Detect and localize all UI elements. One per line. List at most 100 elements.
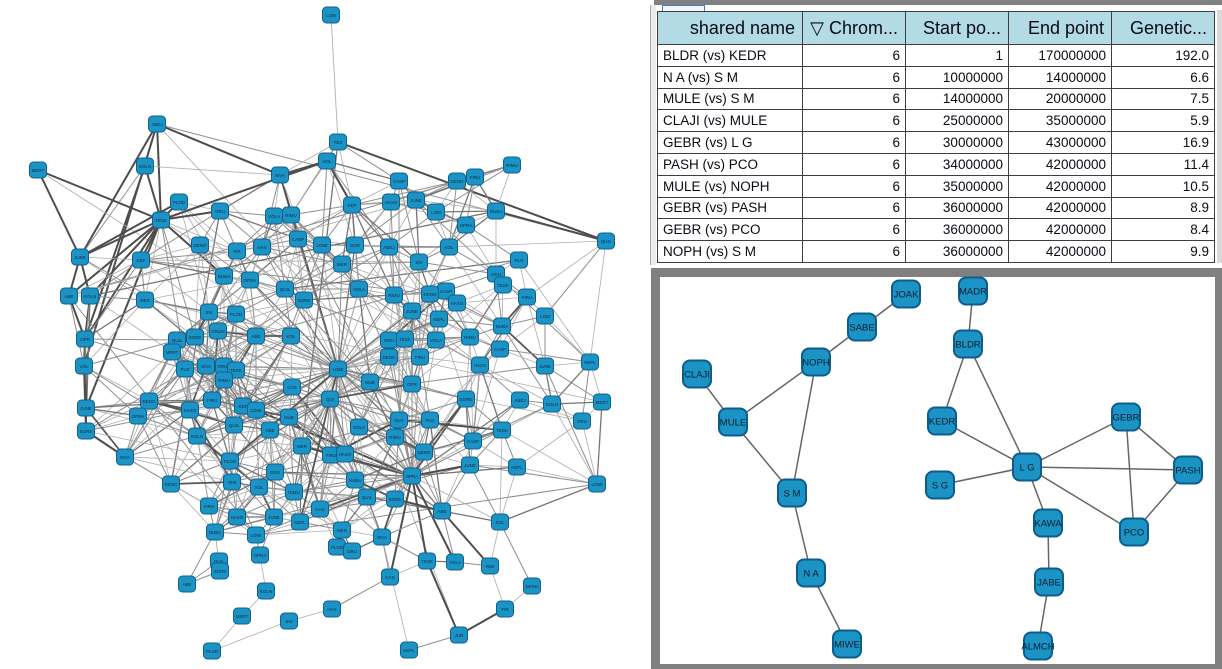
svg-text:VOLA: VOLA — [268, 214, 280, 219]
svg-text:ABEJ: ABEJ — [383, 245, 394, 250]
svg-text:HAXO: HAXO — [231, 515, 244, 520]
svg-text:PLO: PLO — [514, 258, 524, 263]
svg-text:TESK: TESK — [399, 337, 411, 342]
svg-text:MERT: MERT — [32, 168, 45, 173]
svg-text:CAS: CAS — [287, 385, 296, 390]
svg-text:ABE: ABE — [265, 428, 274, 433]
svg-text:SORE: SORE — [80, 429, 93, 434]
svg-text:S G: S G — [932, 481, 948, 492]
svg-text:SIVA: SIVA — [201, 364, 211, 369]
svg-text:MERT: MERT — [236, 614, 249, 619]
svg-text:MER: MER — [337, 262, 348, 267]
svg-text:CASP: CASP — [440, 289, 452, 294]
svg-text:LOM: LOM — [431, 210, 441, 215]
svg-text:KEP: KEP — [238, 404, 247, 409]
svg-text:OPRA: OPRA — [132, 414, 145, 419]
svg-text:CASP: CASP — [393, 179, 405, 184]
svg-text:SIVA: SIVA — [377, 535, 387, 540]
svg-text:PCO: PCO — [1124, 528, 1145, 539]
svg-text:HAXO: HAXO — [451, 301, 464, 306]
svg-text:NUBA: NUBA — [496, 324, 509, 329]
svg-text:KEPL: KEPL — [294, 520, 306, 525]
svg-text:CLAJI: CLAJI — [684, 370, 710, 381]
svg-text:GEBR: GEBR — [1113, 413, 1140, 424]
svg-text:MERT: MERT — [596, 400, 609, 405]
svg-text:HAXO: HAXO — [184, 408, 197, 413]
svg-text:ABE: ABE — [251, 334, 260, 339]
svg-text:OPRA: OPRA — [244, 278, 257, 283]
svg-text:PLO: PLO — [180, 367, 190, 372]
svg-text:HAXO: HAXO — [385, 200, 398, 205]
svg-text:JUN: JUN — [455, 633, 464, 638]
svg-text:PASH: PASH — [1175, 466, 1200, 477]
svg-text:FIR: FIR — [501, 607, 509, 612]
svg-text:OPRA: OPRA — [406, 474, 419, 479]
svg-text:JOAK: JOAK — [894, 290, 919, 301]
svg-text:SORE: SORE — [189, 335, 202, 340]
svg-text:JUNE: JUNE — [410, 198, 422, 203]
svg-text:FIRU: FIRU — [204, 504, 215, 509]
svg-text:SORE: SORE — [460, 397, 473, 402]
svg-text:HAX: HAX — [257, 245, 266, 250]
svg-text:TESK: TESK — [497, 283, 509, 288]
svg-text:DENO: DENO — [193, 243, 207, 248]
svg-text:RIMU: RIMU — [285, 213, 297, 218]
svg-text:GRU: GRU — [491, 272, 501, 277]
svg-text:NUB: NUB — [365, 380, 375, 385]
svg-text:NUBA: NUBA — [490, 209, 503, 214]
svg-text:KEPL: KEPL — [433, 317, 445, 322]
svg-text:ABE: ABE — [64, 294, 73, 299]
svg-text:MIWE: MIWE — [834, 640, 860, 651]
svg-text:KEP: KEP — [347, 203, 356, 208]
svg-text:MER: MER — [337, 528, 348, 533]
svg-text:TES: TES — [334, 140, 343, 145]
svg-text:DENO: DENO — [423, 292, 437, 297]
svg-text:RIMU: RIMU — [506, 163, 518, 168]
svg-text:KOLN: KOLN — [84, 294, 96, 299]
svg-text:KEPL: KEPL — [511, 465, 523, 470]
svg-text:SIV: SIV — [285, 619, 292, 624]
svg-text:SIVA: SIVA — [120, 455, 130, 460]
svg-text:GRU: GRU — [384, 338, 394, 343]
svg-text:RIMU: RIMU — [464, 335, 476, 340]
svg-text:SORE: SORE — [389, 497, 402, 502]
svg-text:QUIL: QUIL — [280, 287, 291, 292]
svg-text:JUNE: JUNE — [539, 364, 551, 369]
svg-text:QUIL: QUIL — [214, 559, 225, 564]
svg-text:KOLN: KOLN — [260, 589, 272, 594]
svg-text:CASP: CASP — [292, 237, 304, 242]
svg-text:GRU: GRU — [270, 470, 280, 475]
svg-text:OPRA: OPRA — [460, 223, 473, 228]
svg-text:VOL: VOL — [79, 364, 89, 369]
svg-text:QUIL: QUIL — [362, 495, 373, 500]
svg-text:QUIL: QUIL — [229, 423, 240, 428]
svg-text:ABE: ABE — [437, 509, 446, 514]
svg-text:KEP: KEP — [136, 258, 145, 263]
svg-text:RIMU: RIMU — [218, 378, 230, 383]
svg-text:NOPH: NOPH — [802, 358, 830, 369]
svg-text:JABE: JABE — [1037, 578, 1061, 589]
svg-text:BLDR: BLDR — [955, 340, 980, 351]
svg-text:RIMU: RIMU — [389, 435, 401, 440]
svg-text:CAS: CAS — [315, 507, 324, 512]
svg-text:LOMI: LOMI — [332, 367, 343, 372]
svg-text:TESK: TESK — [230, 368, 242, 373]
svg-text:KEPL: KEPL — [403, 648, 415, 653]
svg-text:TESK: TESK — [155, 218, 167, 223]
svg-text:FIRU: FIRU — [415, 355, 426, 360]
svg-text:PLOD: PLOD — [230, 312, 243, 317]
svg-text:GRU: GRU — [577, 419, 587, 424]
svg-text:KOL: KOL — [286, 334, 296, 339]
svg-text:FIRU: FIRU — [470, 175, 481, 180]
svg-text:FIRU: FIRU — [207, 398, 218, 403]
svg-text:GRUN: GRUN — [217, 364, 230, 369]
svg-text:ABEJ: ABEJ — [151, 122, 162, 127]
svg-text:SORE: SORE — [214, 569, 227, 574]
svg-text:QUI: QUI — [326, 397, 334, 402]
svg-text:RIMU: RIMU — [388, 293, 400, 298]
svg-text:LOM: LOM — [540, 314, 550, 319]
svg-text:VOLA: VOLA — [430, 338, 442, 343]
svg-text:MADR: MADR — [959, 287, 987, 298]
svg-text:PLOD: PLOD — [331, 545, 344, 550]
svg-text:SIVA: SIVA — [394, 418, 404, 423]
